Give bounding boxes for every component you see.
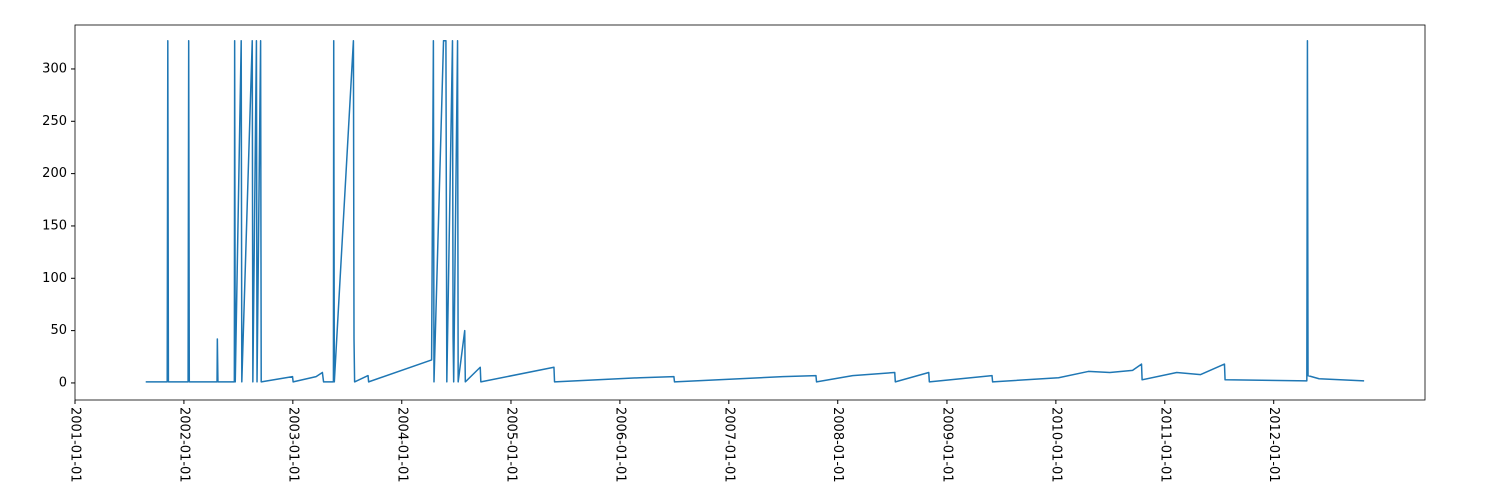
x-tick-label: 2007-01-01 [721,407,736,483]
y-tick-label: 100 [42,271,67,286]
x-tick-label: 2010-01-01 [1048,407,1063,483]
x-tick-label: 2003-01-01 [285,407,300,483]
x-tick-label: 2012-01-01 [1266,407,1281,483]
x-tick-label: 2011-01-01 [1157,407,1172,483]
line [145,39,1365,383]
x-tick-label: 2001-01-01 [68,407,83,483]
y-tick-label: 150 [42,218,67,233]
x-tick-label: 2008-01-01 [830,407,845,483]
plot-frame [74,24,1426,401]
x-tick-label: 2006-01-01 [612,407,627,483]
y-tick-label: 300 [42,61,67,76]
y-tick-label: 200 [42,166,67,181]
x-tick-label: 2005-01-01 [503,407,518,483]
x-tick-label: 2002-01-01 [176,407,191,483]
y-tick-label: 0 [59,375,67,390]
y-tick-label: 50 [50,323,67,338]
x-tick-label: 2009-01-01 [939,407,954,483]
y-tick-label: 250 [42,114,67,129]
x-tick-label: 2004-01-01 [394,407,409,483]
